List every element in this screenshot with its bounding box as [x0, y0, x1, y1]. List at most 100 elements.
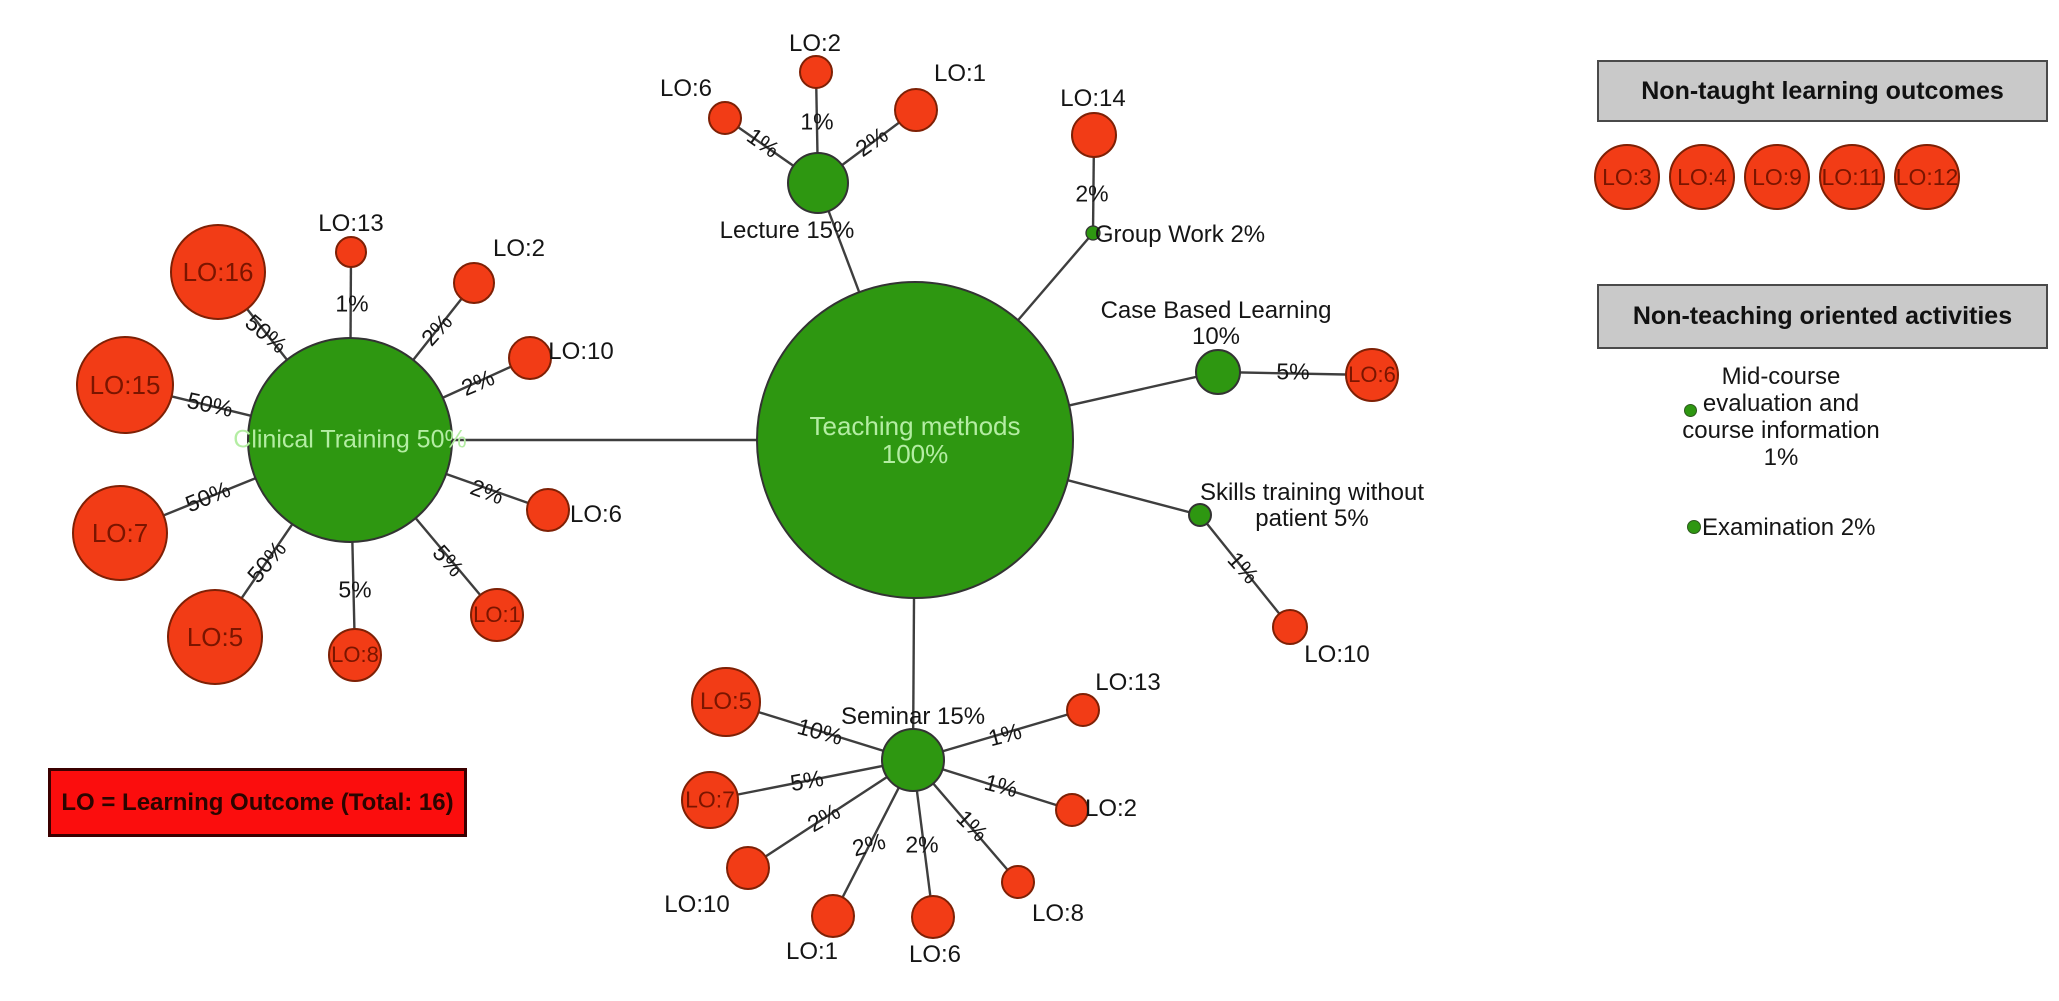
- label-l-lo6-line: LO:6: [659, 75, 713, 102]
- node-group: [1085, 225, 1101, 241]
- edge-label-case-cb-lo6-line: 5%: [1276, 358, 1310, 385]
- edge-label-clinical-c-lo13-line: 1%: [335, 290, 369, 317]
- edge-label-seminar-se-lo13-line: 1%: [985, 717, 1025, 752]
- label-skills: Skills training without patient 5%: [1200, 480, 1424, 532]
- edge-label-seminar-se-lo8-line: 1%: [951, 804, 994, 847]
- label-c-lo6: LO:6: [570, 502, 622, 528]
- edge-label-seminar-se-lo6-line: 2%: [905, 831, 939, 858]
- node-c-lo10: [508, 336, 552, 380]
- edge-label-clinical-c-lo8: 5%: [338, 577, 371, 603]
- label-teaching: Teaching methods 100%: [809, 412, 1020, 468]
- edge-label-clinical-c-lo10-line: 2%: [457, 364, 499, 402]
- mid-course-line-1: Mid-course: [1721, 363, 1841, 390]
- label-se-lo8-line: LO:8: [1031, 900, 1085, 927]
- edge-label-clinical-c-lo1-line: 5%: [427, 539, 470, 582]
- edge-seminar-se-lo10: [747, 758, 914, 870]
- non-taught-header: Non-taught learning outcomes: [1597, 60, 2048, 122]
- node-seminar: [881, 728, 945, 792]
- node-se-lo6: [911, 895, 955, 939]
- label-s-lo10: LO:10: [1304, 642, 1369, 668]
- edge-label-lecture-l-lo2: 1%: [800, 108, 834, 135]
- node-l-lo1: [894, 88, 938, 132]
- edge-label-seminar-se-lo10-line: 2%: [802, 797, 845, 838]
- non-taught-circle-3: LO:9: [1744, 144, 1810, 210]
- node-case: [1195, 349, 1241, 395]
- node-clinical: [247, 337, 453, 543]
- mid-course-line-4: 1%: [1763, 444, 1799, 471]
- node-c-lo6: [526, 488, 570, 532]
- label-case: Case Based Learning 10%: [1101, 298, 1332, 350]
- label-skills-line: patient 5%: [1255, 505, 1369, 532]
- node-se-lo5: [691, 667, 761, 737]
- edge-label-clinical-c-lo15-line: 50%: [184, 387, 236, 423]
- node-l-lo2: [799, 55, 833, 89]
- non-taught-circle-2: LO:4: [1669, 144, 1735, 210]
- node-skills: [1188, 503, 1212, 527]
- node-c-lo15: [76, 336, 174, 434]
- edge-label-group-g-lo14-line: 2%: [1075, 180, 1109, 207]
- label-s-lo10-line: LO:10: [1304, 641, 1370, 668]
- node-c-lo1: [470, 588, 524, 642]
- label-se-lo10: LO:10: [664, 892, 729, 918]
- non-taught-outcome-circles: LO:3 LO:4 LO:9 LO:11 LO:12: [1594, 144, 1960, 210]
- node-g-lo14: [1071, 112, 1117, 158]
- mid-course-line-3: course information: [1682, 417, 1880, 444]
- edge-label-seminar-se-lo10: 2%: [802, 797, 845, 838]
- mid-course-line-2: evaluation and: [1702, 390, 1860, 417]
- edge-label-clinical-c-lo10: 2%: [457, 364, 499, 402]
- edge-label-case-cb-lo6: 5%: [1276, 358, 1310, 385]
- node-teaching: [756, 281, 1074, 599]
- node-c-lo2: [453, 262, 495, 304]
- mid-course-dot: [1684, 404, 1697, 417]
- edge-label-seminar-se-lo2: 1%: [982, 769, 1021, 803]
- label-c-lo7: LO:7: [92, 519, 148, 547]
- label-case-line: Case Based Learning: [1100, 297, 1332, 324]
- label-c-lo6-line: LO:6: [569, 501, 623, 528]
- label-c-lo2-line: LO:2: [492, 235, 546, 262]
- edge-label-lecture-l-lo2-line: 1%: [800, 108, 834, 135]
- node-c-lo16: [170, 224, 266, 320]
- edge-label-clinical-c-lo13: 1%: [335, 290, 369, 317]
- edge-label-seminar-se-lo6: 2%: [905, 831, 939, 858]
- non-taught-header-text: Non-taught learning outcomes: [1641, 76, 2004, 105]
- edge-label-seminar-se-lo5: 10%: [795, 713, 846, 750]
- label-c-lo16: LO:16: [183, 258, 254, 286]
- edge-label-lecture-l-lo6-line: 1%: [742, 122, 785, 163]
- label-cb-lo6: LO:6: [1348, 363, 1396, 387]
- label-se-lo5: LO:5: [700, 689, 752, 715]
- label-se-lo1: LO:1: [786, 939, 838, 965]
- non-teaching-header-text: Non-teaching oriented activities: [1632, 302, 2013, 330]
- label-c-lo1: LO:1: [473, 603, 521, 627]
- label-g-lo14: LO:14: [1060, 86, 1125, 112]
- label-skills-line: Skills training without: [1199, 479, 1425, 506]
- edge-label-clinical-c-lo16: 50%: [240, 309, 292, 359]
- label-se-lo2-line: LO:2: [1084, 795, 1138, 822]
- label-l-lo2-line: LO:2: [788, 30, 842, 57]
- label-clinical-line: Clinical Training 50%: [233, 425, 467, 454]
- edge-label-lecture-l-lo1: 2%: [850, 121, 893, 162]
- edge-label-clinical-c-lo2: 2%: [416, 309, 458, 351]
- label-se-lo10-line: LO:10: [664, 891, 730, 918]
- label-c-lo8-line: LO:8: [331, 642, 379, 667]
- label-c-lo10-line: LO:10: [548, 338, 614, 365]
- label-se-lo7: LO:7: [685, 787, 735, 813]
- edge-label-lecture-l-lo1-line: 2%: [850, 121, 893, 162]
- node-s-lo10: [1272, 609, 1308, 645]
- edge-label-clinical-c-lo1: 5%: [427, 539, 470, 582]
- legend-note-box: LO = Learning Outcome (Total: 16): [48, 768, 467, 837]
- label-l-lo2: LO:2: [789, 31, 841, 57]
- edge-seminar-se-lo7: [709, 758, 914, 802]
- label-seminar-line: Seminar 15%: [840, 703, 986, 730]
- label-c-lo10: LO:10: [548, 339, 613, 365]
- label-se-lo13: LO:13: [1095, 670, 1160, 696]
- edge-label-seminar-se-lo7-line: 5%: [788, 764, 826, 797]
- label-lecture: Lecture 15%: [720, 218, 855, 244]
- edge-label-clinical-c-lo6: 2%: [467, 474, 507, 510]
- label-cb-lo6-line: LO:6: [1348, 362, 1396, 387]
- edge-label-seminar-se-lo7: 5%: [788, 764, 826, 797]
- label-c-lo5: LO:5: [187, 623, 243, 651]
- label-case-line: 10%: [1191, 323, 1241, 350]
